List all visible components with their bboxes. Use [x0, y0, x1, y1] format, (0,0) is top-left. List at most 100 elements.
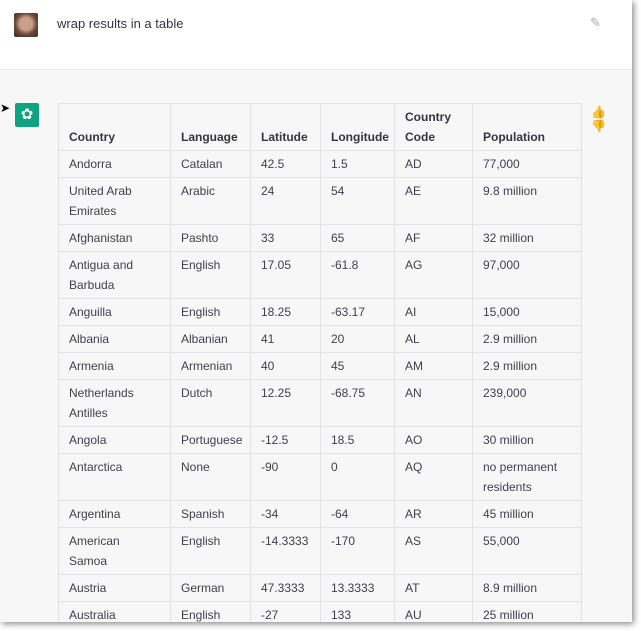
table-cell: Spanish: [170, 500, 251, 528]
user-message-row: wrap results in a table ✎: [0, 0, 632, 70]
table-row: Argentina Spanish -34 -64 AR 45 million: [58, 500, 582, 528]
table-cell: AR: [394, 500, 473, 528]
table-cell: Catalan: [170, 150, 251, 178]
table-row: Netherlands Antilles Dutch 12.25 -68.75 AN 23…: [58, 379, 582, 427]
table-cell: 97,000: [472, 251, 582, 299]
table-cell: English: [170, 298, 251, 326]
table-cell: no permanent residents: [472, 453, 582, 501]
column-header: Latitude: [250, 103, 321, 151]
table-cell: Afghanistan: [58, 224, 171, 252]
table-row: Anguilla English 18.25 -63.17 AI 15,000: [58, 298, 582, 326]
table-cell: 0: [320, 453, 395, 501]
table-row: Antarctica None -90 0 AQ no permanent residen…: [58, 453, 582, 501]
table-cell: Angola: [58, 426, 171, 454]
table-cell: None: [170, 453, 251, 501]
table-row: Austria German 47.3333 13.3333 AT 8.9 million: [58, 574, 582, 602]
table-cell: Austria: [58, 574, 171, 602]
table-cell: Netherlands Antilles: [58, 379, 171, 427]
table-cell: -12.5: [250, 426, 321, 454]
table-row: Afghanistan Pashto 33 65 AF 32 million: [58, 224, 582, 252]
table-cell: 41: [250, 325, 321, 353]
table-row: Albania Albanian 41 20 AL 2.9 million: [58, 325, 582, 353]
table-cell: Arabic: [170, 177, 251, 225]
table-cell: 45 million: [472, 500, 582, 528]
table-cell: English: [170, 527, 251, 575]
chatgpt-logo-icon: ✿: [15, 103, 39, 127]
thumbs-up-icon[interactable]: 👍: [591, 105, 612, 119]
column-header: Language: [170, 103, 251, 151]
table-cell: AE: [394, 177, 473, 225]
results-table: Country Language Latitude Longitude Country …: [58, 103, 582, 622]
table-row: Armenia Armenian 40 45 AM 2.9 million: [58, 352, 582, 380]
table-cell: Pashto: [170, 224, 251, 252]
user-avatar: [14, 13, 38, 37]
table-row: Antigua and Barbuda English 17.05 -61.8 AG 97…: [58, 251, 582, 299]
chat-window: wrap results in a table ✎ ➤ ✿ 👍👎 Country…: [0, 0, 632, 622]
table-cell: -64: [320, 500, 395, 528]
table-cell: Antigua and Barbuda: [58, 251, 171, 299]
table-cell: 2.9 million: [472, 352, 582, 380]
table-cell: AQ: [394, 453, 473, 501]
table-row: Andorra Catalan 42.5 1.5 AD 77,000: [58, 150, 582, 178]
table-cell: 45: [320, 352, 395, 380]
table-cell: AL: [394, 325, 473, 353]
table-cell: 17.05: [250, 251, 321, 299]
table-cell: 9.8 million: [472, 177, 582, 225]
table-cell: 1.5: [320, 150, 395, 178]
table-cell: AN: [394, 379, 473, 427]
table-cell: AG: [394, 251, 473, 299]
table-cell: -34: [250, 500, 321, 528]
table-cell: Antarctica: [58, 453, 171, 501]
table-cell: 47.3333: [250, 574, 321, 602]
table-cell: 40: [250, 352, 321, 380]
table-cell: Dutch: [170, 379, 251, 427]
table-cell: Portuguese: [170, 426, 251, 454]
table-cell: 133: [320, 601, 395, 622]
table-cell: United Arab Emirates: [58, 177, 171, 225]
table-cell: Armenian: [170, 352, 251, 380]
table-cell: German: [170, 574, 251, 602]
table-cell: -61.8: [320, 251, 395, 299]
table-cell: 55,000: [472, 527, 582, 575]
table-row: Angola Portuguese -12.5 18.5 AO 30 million: [58, 426, 582, 454]
column-header: Population: [472, 103, 582, 151]
thumbs-down-icon[interactable]: 👎: [591, 119, 612, 133]
table-cell: English: [170, 251, 251, 299]
table-cell: American Samoa: [58, 527, 171, 575]
mouse-cursor-icon: ➤: [0, 101, 11, 115]
table-cell: -90: [250, 453, 321, 501]
table-cell: -63.17: [320, 298, 395, 326]
table-cell: 18.5: [320, 426, 395, 454]
table-row: American Samoa English -14.3333 -170 AS 55,00…: [58, 527, 582, 575]
table-row: Australia English -27 133 AU 25 million: [58, 601, 582, 622]
table-cell: Albanian: [170, 325, 251, 353]
table-cell: English: [170, 601, 251, 622]
table-cell: 13.3333: [320, 574, 395, 602]
table-cell: 42.5: [250, 150, 321, 178]
table-cell: 2.9 million: [472, 325, 582, 353]
table-row: United Arab Emirates Arabic 24 54 AE 9.8 mill…: [58, 177, 582, 225]
table-cell: AI: [394, 298, 473, 326]
column-header: Country: [58, 103, 171, 151]
table-cell: -14.3333: [250, 527, 321, 575]
table-cell: AS: [394, 527, 473, 575]
table-cell: Armenia: [58, 352, 171, 380]
table-cell: 18.25: [250, 298, 321, 326]
column-header: Longitude: [320, 103, 395, 151]
table-cell: 12.25: [250, 379, 321, 427]
table-cell: 24: [250, 177, 321, 225]
table-cell: 20: [320, 325, 395, 353]
table-cell: 8.9 million: [472, 574, 582, 602]
table-cell: -170: [320, 527, 395, 575]
table-cell: 239,000: [472, 379, 582, 427]
table-cell: AU: [394, 601, 473, 622]
column-header: Country Code: [394, 103, 473, 151]
edit-icon[interactable]: ✎: [590, 15, 601, 30]
table-cell: AD: [394, 150, 473, 178]
table-cell: Australia: [58, 601, 171, 622]
table-cell: Anguilla: [58, 298, 171, 326]
table-cell: Albania: [58, 325, 171, 353]
table-cell: 30 million: [472, 426, 582, 454]
table-cell: 33: [250, 224, 321, 252]
table-cell: 65: [320, 224, 395, 252]
